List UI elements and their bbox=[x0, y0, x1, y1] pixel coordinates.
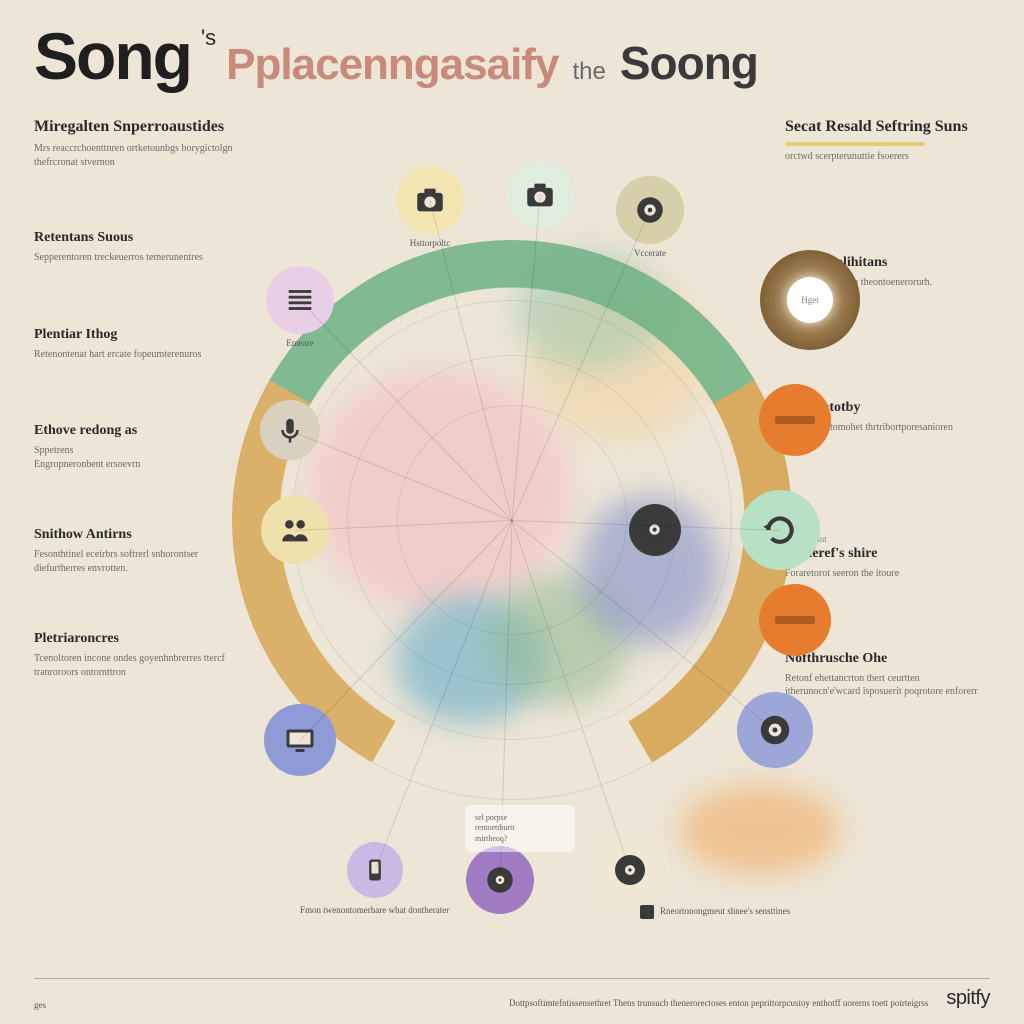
title-sup: 's bbox=[201, 25, 216, 51]
bottom-caption: Fmon twenontomerhare what dontherater bbox=[300, 905, 449, 915]
entry-title: Snithow Antirns bbox=[34, 527, 239, 543]
entry-title: Meneref's shire bbox=[785, 546, 990, 562]
left-entry: Pletriaroncres Tcenoltoren incone ondes g… bbox=[34, 631, 239, 679]
entry-body: Foraretorot seeron the itoure bbox=[785, 567, 990, 581]
entry-body: Retonf ehettancrton thert ceurtten ither… bbox=[785, 672, 990, 699]
footer-brand: spitfy bbox=[946, 987, 990, 1010]
node-label: Hsttorpoltc bbox=[410, 238, 451, 248]
footer: ges Dottpsoftimtefntissensethret Thens t… bbox=[34, 978, 990, 1010]
dial-inner: Hget bbox=[787, 277, 833, 323]
node-label: Enteare bbox=[286, 338, 313, 348]
footer-left-mark: ges bbox=[34, 1000, 46, 1010]
color-blob bbox=[680, 785, 840, 875]
footer-fine-print: Dottpsoftimtefntissensethret Thens truns… bbox=[509, 998, 928, 1010]
entry-body: Fesonthtinel eceirbrs softrerl snhoronts… bbox=[34, 548, 239, 575]
entry-body: SppetrensEngropneronbent ersoevrn bbox=[34, 444, 239, 471]
caption-text: Fmon twenontomerhare what dontherater bbox=[300, 905, 449, 915]
right-header-bar bbox=[785, 142, 925, 146]
entry-title: Nofthrusche Ohe bbox=[785, 651, 990, 667]
right-entry: Nofthrusche Ohe Retonf ehettancrton thert… bbox=[785, 651, 990, 699]
left-entry: Ethove redong as SppetrensEngropneronbent… bbox=[34, 423, 239, 471]
left-column: Miregalten Snperroaustides Mrs reaccrcho… bbox=[34, 118, 239, 205]
dial-widget: Hget bbox=[760, 250, 860, 350]
bottom-caption: Rneortonongmeut shnee's sensttines bbox=[640, 905, 790, 919]
entry-title: Ethove redong as bbox=[34, 423, 239, 439]
entry-body: Tcenoltoren incone ondes goyenhnbrerres … bbox=[34, 652, 239, 679]
title-word-1: Song bbox=[34, 18, 191, 94]
right-column: Secat Resald Seftring Suns orctwd scerpt… bbox=[785, 118, 990, 200]
accent-badge bbox=[759, 384, 831, 456]
left-header-body: Mrs reaccrchoenttnren ortketounbgs boryg… bbox=[34, 142, 239, 169]
entry-title: Retentans Suous bbox=[34, 230, 239, 246]
bottom-box-line: mirtheoq? bbox=[475, 834, 565, 844]
left-header-title: Miregalten Snperroaustides bbox=[34, 118, 239, 136]
page-title: Song 's Pplacenngasaify the Soong bbox=[34, 18, 990, 94]
right-header: Secat Resald Seftring Suns orctwd scerpt… bbox=[785, 118, 990, 164]
bottom-info-box: sel porpserentoetthurttmirtheoq? bbox=[465, 805, 575, 852]
bottom-box-line: rentoetthurtt bbox=[475, 823, 565, 833]
node-label: Vccerate bbox=[634, 248, 666, 258]
title-joiner: the bbox=[572, 58, 605, 86]
badge-slot bbox=[775, 616, 815, 624]
accent-badge bbox=[759, 584, 831, 656]
entry-body: Sepperentoren treckeuerros temerunentres bbox=[34, 251, 239, 265]
left-header: Miregalten Snperroaustides Mrs reaccrcho… bbox=[34, 118, 239, 169]
left-entries: Retentans Suous Sepperentoren treckeuerro… bbox=[34, 230, 239, 721]
speaker-icon bbox=[639, 514, 670, 545]
left-entry: Retentans Suous Sepperentoren treckeuerro… bbox=[34, 230, 239, 265]
title-word-3: Soong bbox=[620, 36, 758, 90]
badge-slot bbox=[775, 416, 815, 424]
entry-body: Retenontenat hart ercate fopeumterenuros bbox=[34, 348, 239, 362]
caption-text: Rneortonongmeut shnee's sensttines bbox=[660, 906, 790, 916]
left-entry: Snithow Antirns Fesonthtinel eceirbrs sof… bbox=[34, 527, 239, 575]
entry-title: Pletriaroncres bbox=[34, 631, 239, 647]
center-speaker bbox=[629, 504, 681, 556]
right-header-title: Secat Resald Seftring Suns bbox=[785, 118, 990, 136]
title-word-2: Pplacenngasaify bbox=[226, 40, 558, 90]
caption-badge bbox=[640, 905, 654, 919]
bottom-box-line: sel porpse bbox=[475, 813, 565, 823]
entry-title: Plentiar Ithog bbox=[34, 327, 239, 343]
right-header-body: orctwd scerpterunuttie fsoerers bbox=[785, 150, 990, 164]
left-entry: Plentiar Ithog Retenontenat hart ercate f… bbox=[34, 327, 239, 362]
